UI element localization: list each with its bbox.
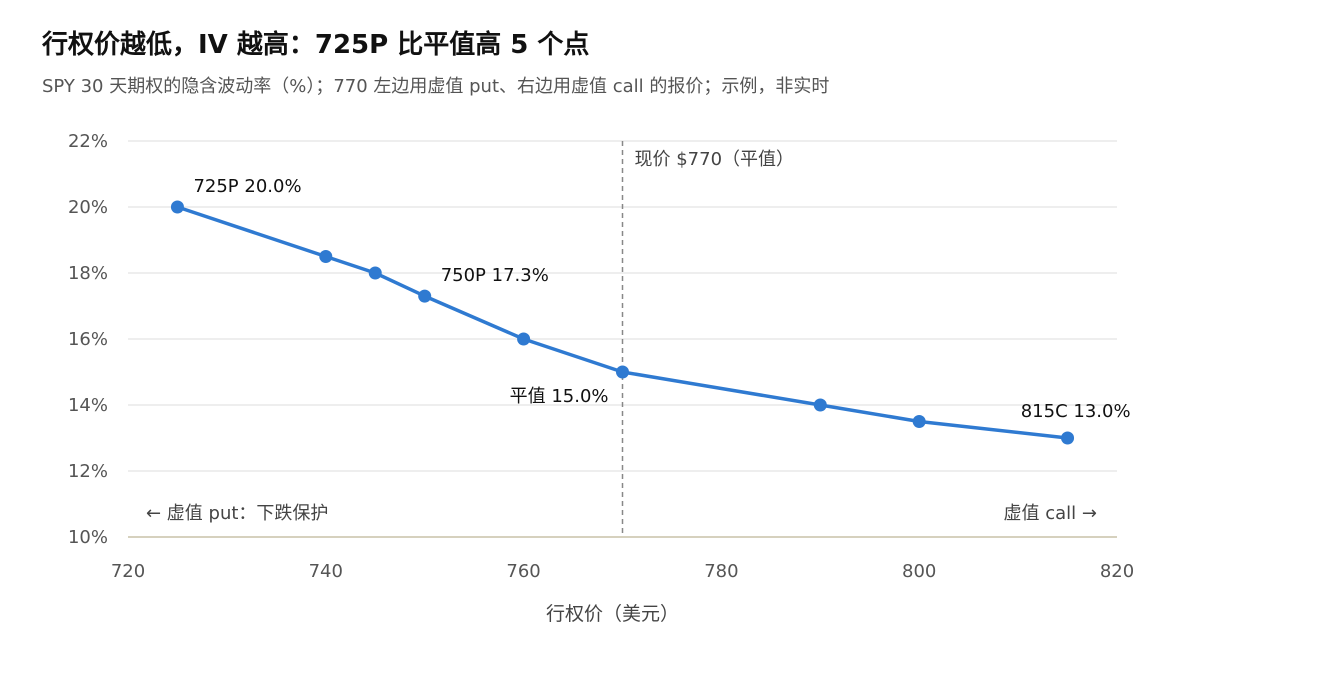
x-axis-ticks: 720 740 760 780 800 820 [111, 561, 1134, 582]
data-point [616, 365, 629, 379]
atm-reference-label: 现价 $770（平值） [635, 149, 795, 170]
data-point [418, 289, 432, 303]
x-axis-label: 行权价（美元） [546, 603, 679, 625]
y-tick-label: 10% [68, 527, 108, 548]
data-point [319, 250, 333, 263]
data-label: 815C 13.0% [1021, 401, 1131, 422]
data-label: 725P 20.0% [193, 176, 301, 197]
data-label: 平值 15.0% [510, 386, 609, 407]
x-tick-label: 800 [902, 561, 936, 582]
data-point [912, 415, 926, 428]
x-tick-label: 760 [506, 561, 540, 582]
data-point [813, 398, 827, 412]
y-tick-label: 14% [68, 395, 108, 416]
y-tick-label: 20% [68, 197, 108, 218]
region-label-otm-put: ← 虚值 put：下跌保护 [146, 503, 328, 524]
x-tick-label: 780 [704, 561, 738, 582]
data-label: 750P 17.3% [441, 265, 549, 286]
data-point [170, 200, 184, 214]
y-tick-label: 18% [68, 263, 108, 284]
x-tick-label: 720 [111, 561, 145, 582]
data-point [517, 332, 531, 346]
data-point [368, 266, 382, 280]
x-tick-label: 820 [1100, 561, 1134, 582]
y-tick-label: 22% [68, 131, 108, 152]
chart-title: 行权价越低，IV 越高：725P 比平值高 5 个点 [42, 30, 590, 60]
data-point [1061, 431, 1075, 445]
y-axis-ticks: 10% 12% 14% 16% 18% 20% 22% [68, 131, 108, 548]
y-tick-label: 16% [68, 329, 108, 350]
y-tick-label: 12% [68, 461, 108, 482]
point-annotations: 725P 20.0% 750P 17.3% 平值 15.0% 815C 13.0% [193, 176, 1130, 422]
data-points [170, 200, 1075, 445]
chart-subtitle: SPY 30 天期权的隐含波动率（%）；770 左边用虚值 put、右边用虚值 … [42, 76, 830, 97]
region-label-otm-call: 虚值 call → [1004, 503, 1097, 524]
x-tick-label: 740 [309, 561, 343, 582]
